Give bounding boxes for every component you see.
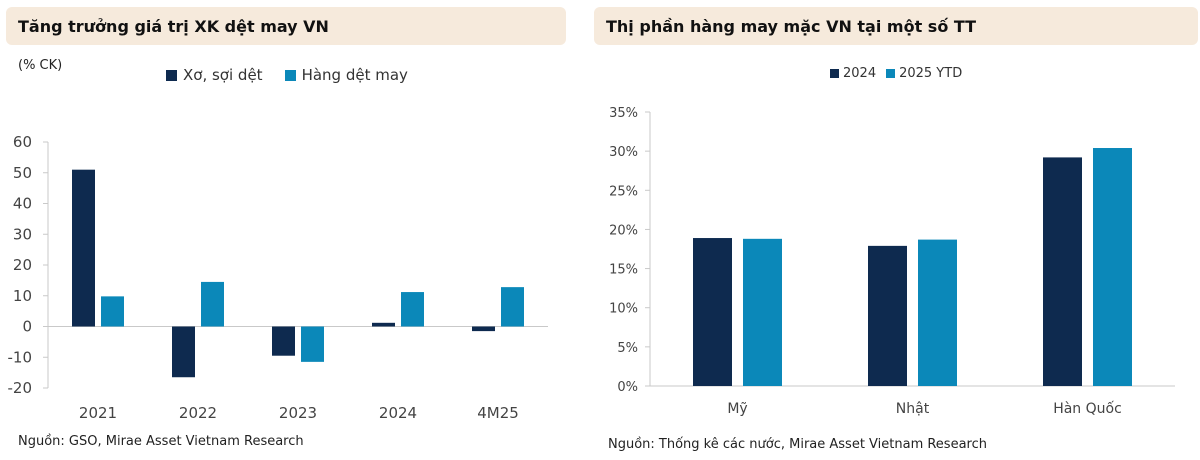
bar-series1-2 (272, 326, 295, 356)
y-tick-label: 50 (13, 164, 32, 182)
legend-item-fiber: Xơ, sợi dệt (166, 66, 263, 84)
bar-series1-1 (172, 326, 195, 378)
bar-series1-3 (372, 322, 395, 327)
legend-label-garment: Hàng dệt may (301, 66, 408, 84)
left-chart-panel: Tăng trưởng giá trị XK dệt may VN (% CK)… (0, 0, 572, 460)
right-chart-panel: Thị phần hàng may mặc VN tại một số TT 2… (590, 0, 1200, 460)
y-tick-label: -20 (8, 379, 33, 397)
y-tick-label: 40 (13, 195, 32, 213)
right-chart-title: Thị phần hàng may mặc VN tại một số TT (594, 7, 1198, 45)
bar-series2-4 (501, 287, 524, 327)
bar-series2-0 (101, 296, 124, 327)
x-category-label: Mỹ (727, 401, 747, 417)
y-tick-label: 35% (609, 106, 638, 121)
left-chart-svg: 60 50 40 30 20 10 0 -10 -20 2021 2022 2023 2024 4M25 (8, 133, 548, 420)
y-tick-label: 60 (13, 133, 32, 151)
bar-series2-2 (301, 326, 324, 362)
right-chart-svg: 35% 30% 25% 20% 15% 10% 5% 0% Mỹ Nhật Hàn Quốc (609, 106, 1175, 417)
left-unit-label: (% CK) (18, 58, 63, 73)
x-category-label: 2024 (379, 404, 417, 420)
bar-series1-0 (693, 238, 732, 386)
right-legend: 2024 2025 YTD (830, 66, 972, 81)
x-category-label: 2023 (279, 404, 317, 420)
y-tick-label: 10% (609, 302, 638, 317)
legend-label-fiber: Xơ, sợi dệt (183, 66, 263, 84)
left-legend: Xơ, sợi dệt Hàng dệt may (166, 66, 430, 84)
y-tick-label: 30% (609, 145, 638, 160)
bar-series2-1 (201, 281, 224, 327)
bar-series1-0 (72, 169, 95, 327)
legend-swatch-light (886, 69, 896, 78)
bar-series2-2 (1093, 148, 1132, 386)
y-tick-label: 0% (617, 380, 638, 395)
y-tick-label: -10 (8, 348, 33, 366)
x-category-label: 2021 (79, 404, 117, 420)
y-tick-label: 10 (13, 287, 32, 305)
bar-series1-4 (472, 326, 495, 332)
bar-series1-2 (1043, 157, 1082, 386)
legend-swatch-light (284, 69, 296, 81)
legend-item-2024: 2024 (830, 66, 876, 81)
bar-series2-3 (401, 292, 424, 327)
y-tick-label: 30 (13, 225, 32, 243)
bar-series2-0 (743, 238, 782, 386)
right-source: Nguồn: Thống kê các nước, Mirae Asset Vi… (608, 437, 987, 452)
y-tick-label: 20 (13, 256, 32, 274)
y-tick-label: 0 (22, 318, 32, 336)
legend-item-2025: 2025 YTD (886, 66, 962, 81)
x-category-label: Nhật (896, 401, 930, 417)
y-tick-label: 20% (609, 223, 638, 238)
left-chart-title: Tăng trưởng giá trị XK dệt may VN (6, 7, 566, 45)
legend-label-2025: 2025 YTD (899, 66, 963, 81)
y-tick-label: 5% (617, 341, 638, 356)
legend-swatch-dark (166, 69, 177, 81)
left-source: Nguồn: GSO, Mirae Asset Vietnam Research (18, 434, 304, 449)
x-category-label: 2022 (179, 404, 217, 420)
legend-item-garment: Hàng dệt may (284, 66, 408, 84)
legend-swatch-dark (830, 69, 839, 78)
x-category-label: Hàn Quốc (1053, 400, 1122, 417)
x-category-label: 4M25 (477, 404, 519, 420)
y-tick-label: 15% (609, 263, 638, 278)
legend-label-2024: 2024 (843, 66, 877, 81)
bar-series2-1 (918, 239, 957, 386)
bar-series1-1 (868, 245, 907, 386)
y-tick-label: 25% (609, 184, 638, 199)
